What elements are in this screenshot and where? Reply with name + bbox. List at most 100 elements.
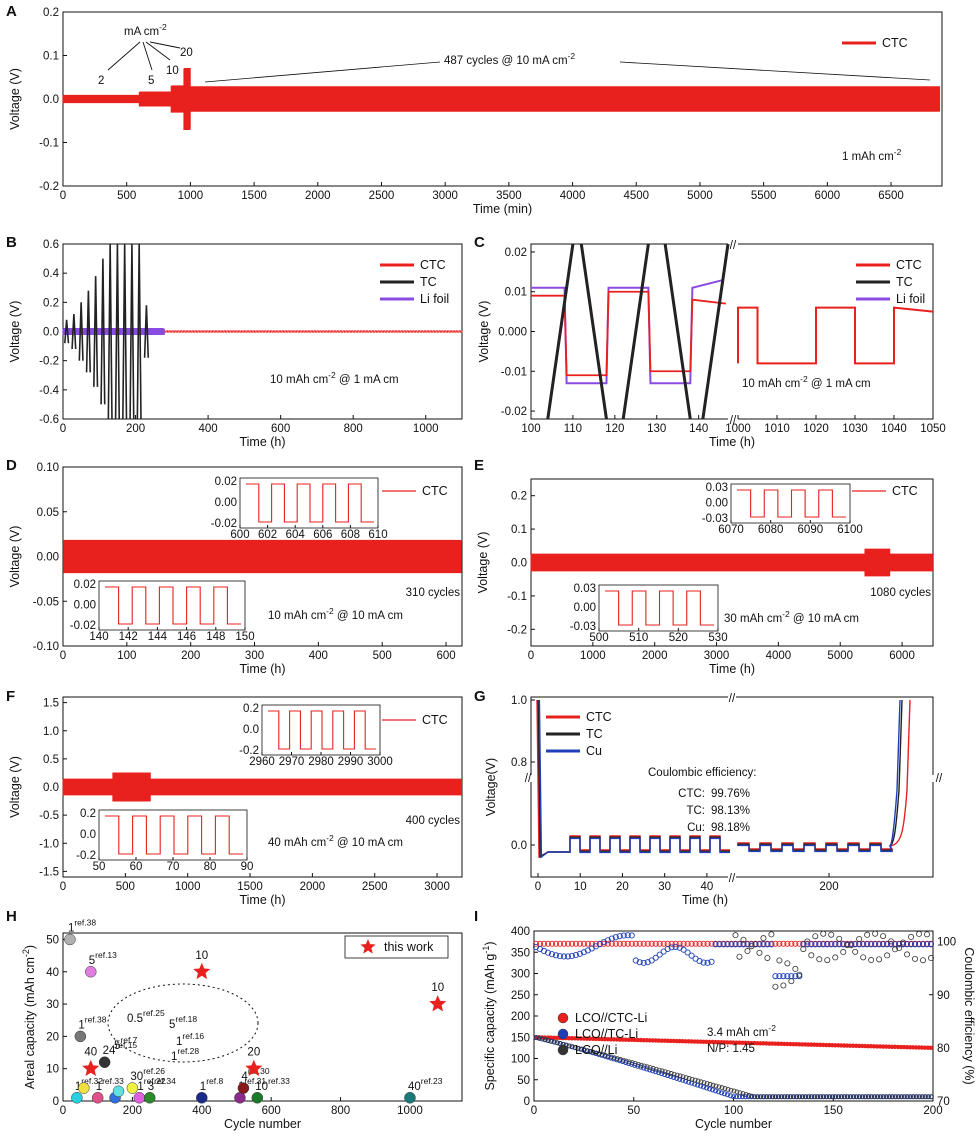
y-tick-label: 0.0 xyxy=(43,327,59,339)
panel-G-trace-right xyxy=(737,699,901,853)
panel-E-annotation-tail: @ 10 mA cm xyxy=(790,613,859,625)
panel-A-label-5: 5 xyxy=(148,75,154,87)
panel-I-li-capacity-point xyxy=(824,1094,830,1100)
panel-I-tc-capacity-point xyxy=(590,1050,596,1056)
panel-H-ellipse-label: 1ref.16 xyxy=(176,1031,204,1048)
panel-H-ellipse-num: 5 xyxy=(114,1040,120,1052)
panel-I-li-capacity-point xyxy=(803,1094,809,1100)
y-tick-label: -0.05 xyxy=(33,596,59,608)
panel-I-legend-marker xyxy=(557,1044,569,1056)
panel-I-li-ce-point xyxy=(792,965,799,972)
panel-I-tc-capacity-point xyxy=(728,1093,734,1099)
x-tick-label: 600 xyxy=(436,650,455,662)
panel-I-tc-ce-point xyxy=(828,941,835,948)
x-tick-label: 3000 xyxy=(704,650,730,662)
panel-I-tc-ce-point xyxy=(880,941,887,948)
x-axis-label: Cycle number xyxy=(695,1117,772,1131)
panel-I-li-capacity-point xyxy=(749,1093,755,1099)
panel-I-li-capacity-point xyxy=(635,1061,641,1067)
x-axis-label: Time (h) xyxy=(239,435,285,449)
y-tick-label: 50 xyxy=(517,1075,530,1087)
panel-I-li-capacity-point xyxy=(725,1086,731,1092)
panel-I-li-capacity-point xyxy=(578,1046,584,1052)
y-tick-label: -0.1 xyxy=(507,591,527,603)
panel-I-tc-ce-point xyxy=(612,934,619,941)
panel-C-annotation-base: 10 mAh cm xyxy=(742,378,800,390)
panel-I-tc-ce-point xyxy=(840,941,847,948)
panel-H-ref-label: 4ref.30 xyxy=(241,1066,269,1083)
panel-I-li-ce-point xyxy=(744,948,751,955)
panel-H-ref-point xyxy=(237,1082,250,1094)
panel-I-legend-label: LCO//TC-Li xyxy=(575,1027,638,1041)
panel-G-break-mark: // xyxy=(729,873,736,885)
panel-I-tc-capacity-point xyxy=(584,1048,590,1054)
panel-G-trace xyxy=(538,699,730,859)
panel-H-ellipse-label: 0.5ref.25 xyxy=(127,1008,165,1025)
panel-F-voltage-spike xyxy=(112,772,151,802)
panel-H-ref-point xyxy=(251,1092,264,1104)
panel-I-tc-ce-point xyxy=(884,941,891,948)
panel-I-li-ce-point xyxy=(868,957,875,964)
panel-I-tc-capacity-point xyxy=(662,1072,668,1078)
panel-F-inset-bottom-frame xyxy=(98,809,248,861)
panel-I-ctc-ce-point xyxy=(648,940,655,947)
panel-I-ctc-ce-point xyxy=(548,940,556,947)
x-tick-label: 5000 xyxy=(687,190,713,202)
panel-I-li-ce-point xyxy=(852,948,859,955)
x-tick-label: 600 xyxy=(271,423,290,435)
x-tick-label: 1500 xyxy=(237,881,263,893)
panel-I-tc-ce-point xyxy=(808,941,815,948)
panel-H-ref-label: 3ref.34 xyxy=(148,1076,176,1093)
panel-H-ref-label: 5ref.13 xyxy=(89,950,117,967)
panel-I-li-ce-point xyxy=(896,945,903,952)
panel-I-ctc-capacity-point xyxy=(928,1045,934,1051)
panel-I-li-capacity-point xyxy=(839,1094,845,1100)
y-tick-label: -0.4 xyxy=(39,385,59,397)
panel-C-tc-trace xyxy=(579,243,608,420)
panel-B-annotation-tail: @ 1 mA cm xyxy=(336,374,399,386)
panel-I-tc-ce-point xyxy=(608,935,615,942)
panel-I-tc-ce-point xyxy=(708,958,715,965)
panel-I-li-capacity-point xyxy=(860,1094,866,1100)
panel-E-inset-bottom-xtick-label: 520 xyxy=(669,632,688,644)
y-axis-label-part: Areal capacity (mAh cm xyxy=(23,957,37,1089)
panel-I-tc-capacity-point xyxy=(739,1094,745,1100)
y-tick-label: 20 xyxy=(46,1031,59,1043)
panel-H-ellipse-ref: ref.28 xyxy=(177,1046,199,1056)
y-axis-label: Voltage (V) xyxy=(477,301,491,363)
panel-I-tc-ce-point xyxy=(760,941,767,948)
x-tick-label: 50 xyxy=(627,1105,640,1117)
panel-F-inset-bottom-ytick-label: -0.2 xyxy=(76,850,96,862)
panel-D-inset-top-xtick-label: 600 xyxy=(230,529,249,541)
x-tick-label: 800 xyxy=(344,423,363,435)
x-tick-label: 1040 xyxy=(881,423,907,435)
panel-I-tc-ce-point xyxy=(704,959,711,966)
x-tick-label: 30 xyxy=(658,881,671,893)
panel-A-voltage-trace xyxy=(170,85,185,113)
panel-I-li-capacity-point xyxy=(881,1094,887,1100)
panel-I-ctc-ce-point xyxy=(656,940,663,947)
panel-I-li-capacity-point xyxy=(770,1094,776,1100)
x-tick-label: 5500 xyxy=(751,190,777,202)
panel-I-li-capacity-point xyxy=(905,1094,910,1100)
panel-I-li-ce-point xyxy=(764,954,771,961)
panel-I-tc-capacity-point xyxy=(587,1049,593,1055)
panel-H-ref-tag: ref.38 xyxy=(74,917,96,927)
panel-I-li-ce-point xyxy=(820,930,827,937)
y-tick-label: 0.2 xyxy=(511,491,527,503)
panel-I-tc-ce-point xyxy=(812,941,819,948)
panel-I-ctc-ce-point xyxy=(560,940,567,947)
panel-I-tc-capacity-point xyxy=(680,1077,686,1083)
panel-I-ctc-ce-point xyxy=(552,940,559,947)
panel-I-li-ce-point xyxy=(808,952,815,959)
x-tick-label: 5000 xyxy=(827,650,853,662)
panel-I-tc-capacity-point xyxy=(677,1076,683,1082)
panel-I-li-capacity-point xyxy=(587,1048,593,1054)
panel-E-inset-bottom-ytick-label: 0.00 xyxy=(574,602,596,614)
panel-H-ref-point xyxy=(234,1092,246,1104)
panel-I-tc-ce-point xyxy=(696,958,703,965)
panel-H-ref-num: 4 xyxy=(241,1071,248,1083)
panel-I-li-ce-point xyxy=(908,933,915,940)
panel-I-ctc-ce-point xyxy=(592,940,599,947)
panel-F-inset-bottom-xtick-label: 90 xyxy=(241,861,254,873)
